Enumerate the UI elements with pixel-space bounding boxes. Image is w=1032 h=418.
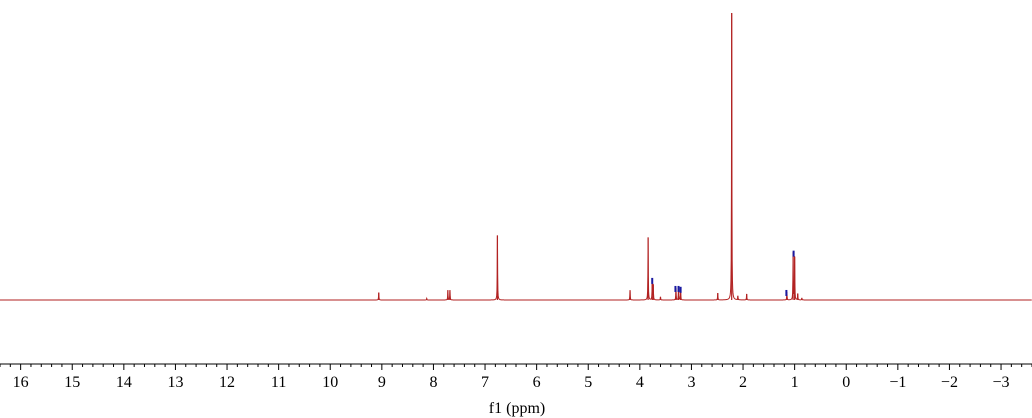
integration-marks — [651, 250, 795, 296]
x-axis-tick-label: 12 — [219, 374, 235, 391]
x-axis-tick-label: 0 — [842, 374, 850, 391]
x-axis-tick-label: −3 — [993, 374, 1010, 391]
x-axis-tick-label: −2 — [941, 374, 958, 391]
spectrum-trace — [0, 12, 1032, 301]
x-axis-tick-label: 6 — [533, 374, 541, 391]
x-axis-tick-label: 11 — [271, 374, 286, 391]
x-axis-tick-label: 2 — [739, 374, 747, 391]
x-axis-tick-label: 4 — [636, 374, 644, 391]
x-axis-tick-label: 5 — [584, 374, 592, 391]
x-axis-tick-label: 3 — [687, 374, 695, 391]
x-axis-tick-label: 16 — [13, 374, 29, 391]
plot-area — [0, 12, 1032, 301]
x-axis: 16 15 14 13 12 11 10 9 8 7 6 5 4 3 2 1 0 −1 −2 −3 — [0, 363, 1032, 391]
x-axis-tick-label: 10 — [322, 374, 338, 391]
x-axis-tick-label: −1 — [889, 374, 906, 391]
x-axis-tick-label: 13 — [167, 374, 183, 391]
x-axis-tick-label: 14 — [116, 374, 132, 391]
x-axis-title: f1 (ppm) — [489, 400, 545, 417]
x-axis-tick-label: 8 — [429, 374, 437, 391]
x-axis-tick-label: 15 — [64, 374, 80, 391]
x-axis-tick-label: 7 — [481, 374, 489, 391]
x-axis-tick-label: 9 — [378, 374, 386, 391]
x-axis-tick-label: 1 — [791, 374, 799, 391]
